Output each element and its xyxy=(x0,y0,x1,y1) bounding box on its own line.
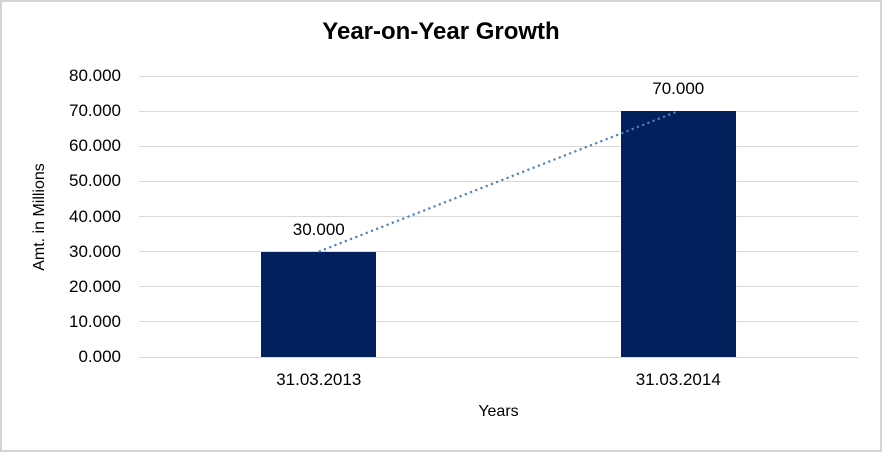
gridline xyxy=(139,356,858,358)
y-tick-label: 10.000 xyxy=(69,311,121,331)
y-tick-label: 30.000 xyxy=(69,241,121,261)
y-tick-label: 0.000 xyxy=(78,347,121,366)
gridline xyxy=(139,110,858,112)
bar-value-label: 30.000 xyxy=(292,219,345,239)
y-tick-label: 20.000 xyxy=(69,276,121,296)
gridline xyxy=(139,321,858,323)
y-tick-label: 40.000 xyxy=(69,206,121,226)
bar-value-label: 70.000 xyxy=(652,79,705,99)
chart-title: Year-on-Year Growth xyxy=(322,18,560,45)
gridline xyxy=(139,251,858,253)
gridline xyxy=(139,75,858,77)
gridline xyxy=(139,286,858,288)
y-tick-label: 80.000 xyxy=(69,66,121,85)
y-tick-label: 50.000 xyxy=(69,171,121,191)
y-tick-label: 70.000 xyxy=(69,101,121,121)
gridline xyxy=(139,216,858,217)
x-category-label: 31.03.2014 xyxy=(635,370,721,389)
x-category-label: 31.03.2013 xyxy=(276,370,362,389)
y-tick-label: 60.000 xyxy=(69,136,121,156)
x-axis-title: Years xyxy=(478,403,519,420)
gridline xyxy=(139,180,858,182)
bar xyxy=(620,111,736,357)
bar xyxy=(261,251,377,357)
gridline xyxy=(139,145,858,147)
